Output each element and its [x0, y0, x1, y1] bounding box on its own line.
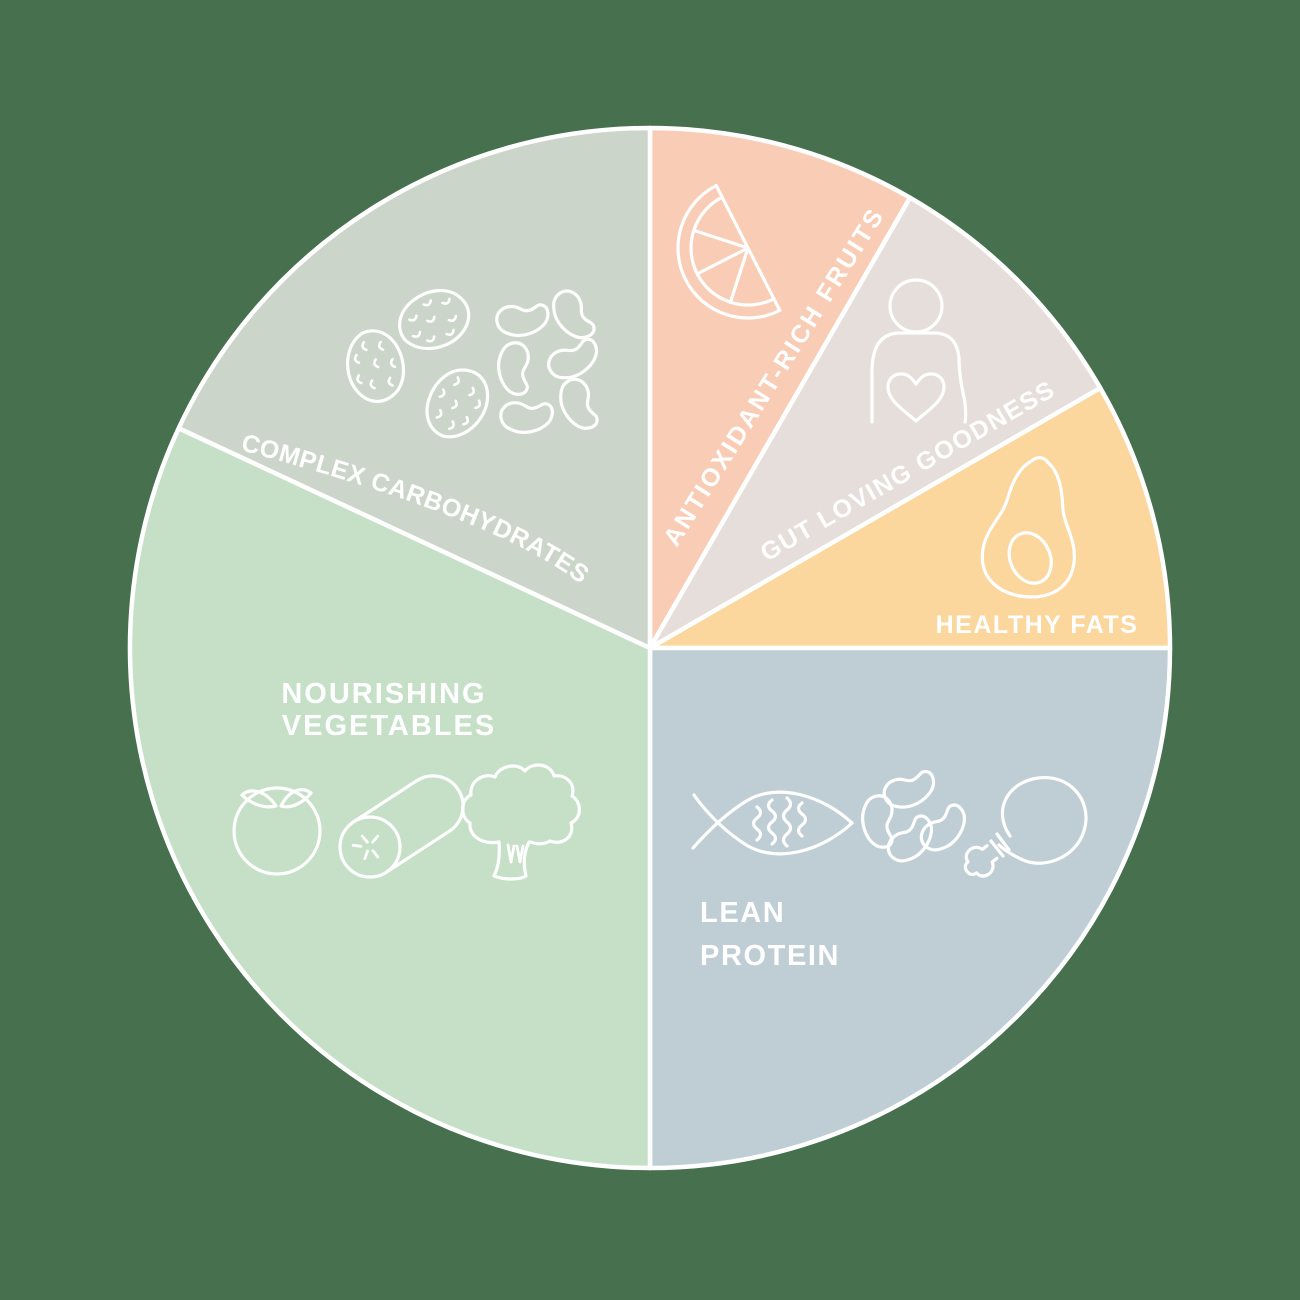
label-nourishing-vegetables: NOURISHING VEGETABLES — [281, 678, 496, 742]
label-healthy-fats: HEALTHY FATS — [936, 611, 1139, 639]
slice-gut-loving-goodness — [647, 195, 1103, 651]
person-with-heart-icon — [870, 278, 968, 424]
fish-icon — [691, 790, 854, 856]
icons-layer — [232, 184, 1088, 881]
cucumber-icon — [338, 774, 465, 879]
avocado-icon — [980, 456, 1076, 599]
broccoli-icon — [461, 763, 581, 881]
pie-slices — [127, 125, 1173, 1171]
chicken-drumstick-icon — [963, 776, 1088, 878]
orange-slice-icon — [676, 184, 782, 320]
slice-antioxidant-rich-fruits — [647, 125, 913, 651]
heart-icon — [886, 372, 946, 423]
label-lean-protein: LEAN PROTEIN — [700, 897, 840, 972]
tomato-icon — [232, 786, 322, 876]
slice-complex-carbohydrates — [176, 125, 653, 651]
